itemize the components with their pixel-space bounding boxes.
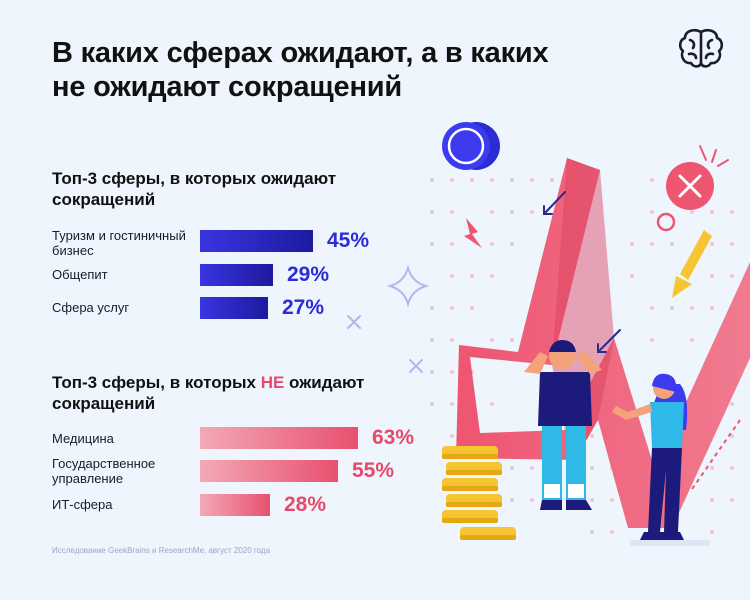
section-title-not-expect: Топ-3 сферы, в которых НЕ ожидают сокращ… — [52, 372, 364, 414]
title-line-2: не ожидают сокращений — [52, 71, 403, 103]
section-title-highlight: НЕ — [260, 373, 285, 392]
man-figure — [524, 340, 602, 510]
category-label-line: бизнес — [52, 243, 94, 258]
lightning-icon — [464, 218, 482, 248]
section-title-expect: Топ-3 сферы, в которых ожидают сокращени… — [52, 168, 336, 210]
woman-figure — [612, 373, 688, 540]
category-label: Общепит — [52, 267, 202, 282]
value-label: 55% — [352, 459, 395, 482]
cross-icon — [347, 315, 361, 329]
category-label-line: Государственное — [52, 456, 156, 471]
close-circle-icon — [666, 145, 729, 210]
bar — [200, 427, 358, 449]
small-arrow-icon — [543, 191, 621, 353]
bar — [200, 494, 270, 516]
section-title-part: Топ-3 сферы, в которых — [52, 373, 261, 392]
page-title: В каких сферах ожидают, а в каких не ожи… — [52, 36, 549, 104]
category-label-line: Сфера услуг — [52, 300, 130, 315]
section-title-line: сокращений — [52, 394, 156, 413]
title-line-1: В каких сферах ожидают, а в каких — [52, 37, 549, 69]
category-label-line: ИТ-сфера — [52, 497, 113, 512]
value-label: 45% — [327, 229, 370, 252]
bar — [200, 264, 273, 286]
category-label: ИТ-сфера — [52, 497, 202, 512]
section-title-line: Топ-3 сферы, в которых ожидают — [52, 169, 337, 188]
category-label-line: Общепит — [52, 267, 108, 282]
category-label: Сфера услуг — [52, 300, 202, 315]
pencil-arrow-icon — [672, 230, 712, 298]
section-title-part: ожидают — [284, 373, 365, 392]
ring-icon — [656, 212, 676, 232]
category-label-line: управление — [52, 471, 124, 486]
category-label: Медицина — [52, 431, 202, 446]
coin-stack-icon — [442, 446, 516, 540]
value-label: 63% — [372, 426, 415, 449]
cross-icon — [409, 359, 423, 373]
brain-icon — [678, 28, 724, 68]
section-title-line: сокращений — [52, 190, 156, 209]
section-title-line: Топ-3 сферы, в которых НЕ ожидают — [52, 372, 364, 393]
coin-icon — [442, 122, 500, 170]
category-label: Государственное управление — [52, 456, 202, 486]
value-label: 28% — [284, 493, 327, 516]
category-label: Туризм и гостиничный бизнес — [52, 228, 202, 258]
source-footnote: Исследование GeekBrains и ResearchMe, ав… — [52, 546, 271, 555]
bar — [200, 230, 313, 252]
ground-shadow — [630, 540, 710, 546]
bar — [200, 297, 268, 319]
value-label: 27% — [282, 296, 325, 319]
sparkle-icon — [386, 264, 430, 308]
bar — [200, 460, 338, 482]
category-label-line: Медицина — [52, 431, 114, 446]
value-label: 29% — [287, 263, 330, 286]
category-label-line: Туризм и гостиничный — [52, 228, 186, 243]
dashed-arrow-icon — [689, 419, 741, 493]
